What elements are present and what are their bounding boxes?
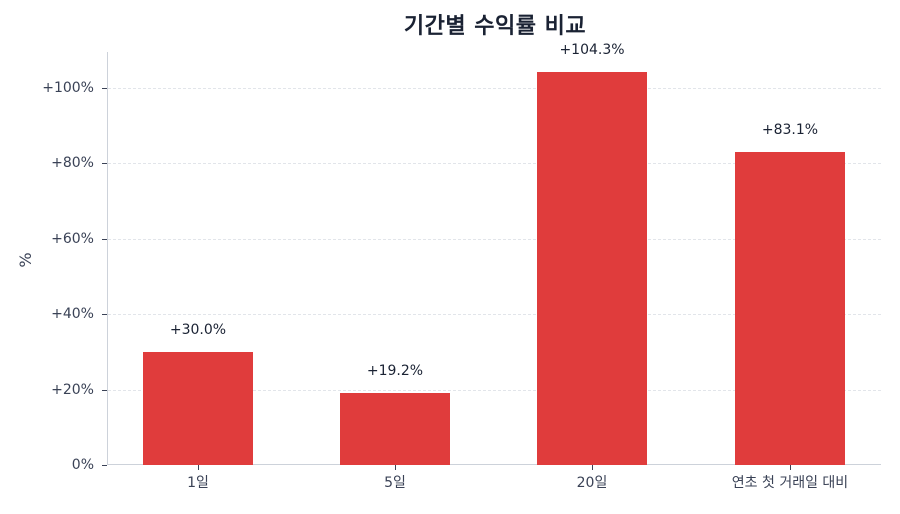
- x-tick: [198, 465, 199, 470]
- x-tick: [592, 465, 593, 470]
- bar-value-label: +83.1%: [761, 121, 819, 138]
- y-tick: [102, 238, 107, 240]
- plot-area: 0% +20% +40% +60% +80% +100% +30.0% 1일 +19.2% 5일 +…: [42, 42, 881, 491]
- y-tick-label: 0%: [71, 457, 94, 473]
- gridline: [108, 163, 881, 165]
- y-axis-label: %: [16, 252, 35, 268]
- x-tick-label: 20일: [576, 475, 608, 491]
- y-tick: [102, 314, 107, 316]
- bar: [735, 151, 845, 465]
- y-tick-label: +60%: [51, 230, 94, 247]
- y-tick-label: +80%: [51, 155, 94, 172]
- y-tick-label: +40%: [51, 306, 94, 323]
- bar-value-label: +19.2%: [366, 362, 424, 379]
- bar: [340, 392, 450, 465]
- x-tick: [395, 465, 396, 470]
- chart-title: 기간별 수익률 비교: [403, 14, 587, 39]
- bar-value-label: +104.3%: [559, 41, 625, 58]
- gridline: [108, 314, 881, 316]
- x-tick-label: 1일: [187, 475, 209, 491]
- y-tick: [102, 163, 107, 165]
- x-tick: [790, 465, 791, 470]
- bar: [537, 71, 647, 465]
- y-tick: [102, 465, 107, 466]
- gridline: [108, 238, 881, 240]
- y-tick-label: +20%: [51, 381, 94, 398]
- x-axis-line: [107, 464, 881, 465]
- bar-value-label: +30.0%: [169, 321, 227, 338]
- x-tick-label: 연초 첫 거래일 대비: [731, 475, 849, 491]
- bar: [143, 351, 253, 465]
- y-tick: [102, 389, 107, 391]
- x-tick-label: 5일: [384, 475, 406, 491]
- y-axis-line: [107, 52, 108, 465]
- y-tick-label: +100%: [42, 80, 94, 96]
- gridline: [108, 389, 881, 391]
- gridline: [108, 88, 881, 89]
- y-tick: [102, 88, 107, 89]
